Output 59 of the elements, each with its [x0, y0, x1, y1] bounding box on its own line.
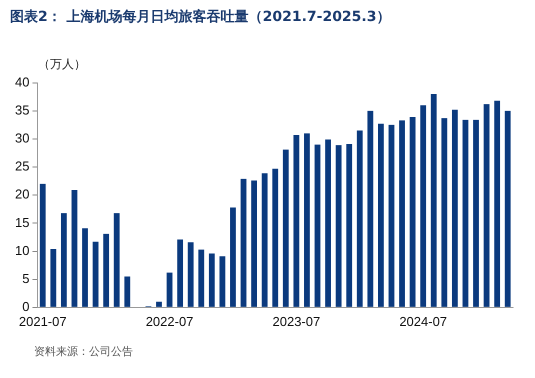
y-tick-label: 5: [22, 270, 30, 286]
bar: [430, 94, 437, 307]
bar: [262, 173, 268, 307]
bar: [452, 110, 458, 307]
y-axis-title: （万人）: [37, 56, 87, 72]
bar: [177, 239, 184, 307]
y-tick-label: 15: [14, 214, 30, 230]
bar: [346, 144, 352, 307]
bar: [378, 124, 384, 307]
bar: [473, 120, 479, 307]
bar: [399, 120, 405, 307]
y-tick-label: 10: [14, 242, 30, 258]
bar: [230, 207, 236, 307]
y-tick-label: 0: [22, 298, 30, 314]
y-tick-label: 35: [14, 102, 30, 118]
bar: [325, 140, 331, 307]
bar: [293, 135, 300, 307]
bar: [72, 190, 78, 307]
bar: [40, 184, 46, 307]
bar: [504, 110, 511, 307]
bar: [272, 168, 278, 307]
bar: [156, 302, 162, 307]
text: 资料来源：公司公告: [33, 344, 134, 359]
bar: [82, 228, 88, 307]
bar: [166, 272, 172, 307]
x-tick-label: 2023-07: [272, 314, 320, 329]
y-tick-label: 25: [14, 158, 30, 174]
bar: [251, 180, 257, 307]
bar: [208, 253, 215, 307]
bar: [282, 150, 289, 307]
bar: [124, 276, 130, 307]
bar: [304, 133, 310, 307]
bar: [367, 110, 374, 307]
x-tick-label: 2024-07: [399, 314, 448, 329]
bar: [388, 124, 394, 307]
bar: [103, 234, 110, 307]
bar: [441, 118, 448, 307]
y-tick-label: 20: [14, 186, 30, 202]
bar: [314, 144, 320, 307]
bar: [240, 178, 246, 307]
bar: [494, 100, 500, 307]
bar: [410, 117, 416, 307]
bar: [60, 213, 67, 307]
bar: [188, 242, 194, 307]
y-tick-label: 30: [14, 130, 30, 146]
y-tick-label: 40: [14, 74, 30, 90]
x-tick-label: 2022-07: [146, 314, 194, 329]
chart-title: 图表2： 上海机场每月日均旅客吞吐量（2021.7-2025.3）: [9, 8, 392, 27]
bar: [198, 250, 204, 307]
bar: [484, 104, 490, 307]
bar: [356, 130, 363, 307]
bar: [336, 145, 342, 307]
bar: [92, 242, 98, 307]
bar: [462, 120, 468, 307]
bar: [114, 213, 120, 307]
x-tick-label: 2021-07: [18, 314, 67, 329]
bar: [50, 249, 56, 307]
bar: [219, 256, 226, 307]
bar: [420, 105, 426, 307]
